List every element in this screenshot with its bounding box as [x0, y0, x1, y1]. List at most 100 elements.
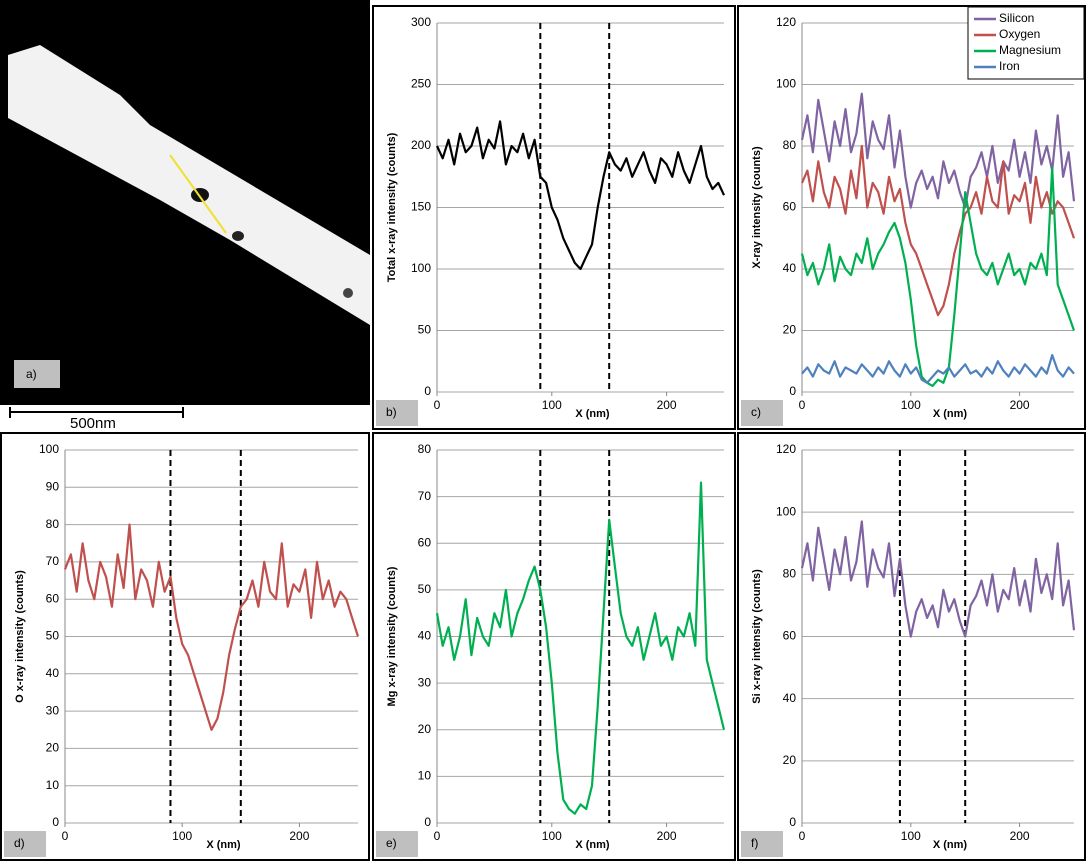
x-tick-label: 200: [289, 829, 309, 843]
x-tick-label: 0: [799, 398, 806, 412]
y-axis-title: O x-ray intensity (counts): [14, 570, 26, 703]
y-tick-label: 0: [789, 815, 796, 829]
x-tick-label: 0: [62, 829, 69, 843]
y-tick-label: 30: [418, 675, 432, 689]
chart-panel: 0 10 20 30 40 50 60 70 80 0 100 200 X (nm) Mg x-ray i…: [372, 432, 736, 861]
series-line: [800, 520, 1076, 638]
y-tick-label: 10: [418, 769, 432, 783]
y-axis-title: Mg x-ray intensity (counts): [386, 566, 398, 706]
y-tick-label: 100: [776, 77, 796, 91]
x-tick-label: 100: [542, 829, 562, 843]
x-axis-title: X (nm): [575, 408, 610, 420]
y-axis-title: Si x-ray intensity (counts): [751, 569, 763, 704]
y-tick-label: 0: [789, 384, 796, 398]
legend-label: Iron: [999, 59, 1020, 73]
x-tick-label: 100: [901, 398, 921, 412]
y-tick-label: 100: [776, 504, 796, 518]
x-tick-label: 200: [657, 398, 677, 412]
series-line: [800, 144, 1076, 317]
panel-frame: [0, 432, 370, 861]
panel-label: c): [751, 405, 761, 419]
series-line: [800, 92, 1076, 209]
y-tick-label: 0: [424, 815, 431, 829]
panel-frame: [372, 5, 736, 430]
y-tick-label: 250: [411, 77, 431, 91]
x-tick-label: 200: [1010, 398, 1030, 412]
panel-label-box: [741, 831, 783, 857]
y-tick-label: 20: [418, 722, 432, 736]
y-tick-label: 100: [411, 261, 431, 275]
void: [232, 231, 244, 241]
y-axis-title: X-ray intensity (counts): [751, 146, 763, 269]
y-tick-label: 150: [411, 200, 431, 214]
y-tick-label: 60: [783, 629, 797, 643]
scale-bar: [9, 407, 184, 418]
panel-label-box: [741, 400, 783, 426]
y-tick-label: 90: [46, 479, 60, 493]
y-tick-label: 0: [52, 815, 59, 829]
x-tick-label: 100: [542, 398, 562, 412]
y-tick-label: 0: [424, 384, 431, 398]
void: [343, 288, 353, 298]
legend-label: Silicon: [999, 11, 1034, 25]
y-tick-label: 30: [46, 703, 60, 717]
series-line: [436, 120, 725, 271]
legend-label: Oxygen: [999, 27, 1040, 41]
x-tick-label: 200: [1010, 829, 1030, 843]
x-tick-label: 200: [657, 829, 677, 843]
y-tick-label: 60: [46, 591, 60, 605]
x-axis-title: X (nm): [206, 839, 241, 851]
x-axis-title: X (nm): [933, 839, 968, 851]
panel-label-box: [376, 831, 418, 857]
x-tick-label: 0: [434, 829, 441, 843]
y-tick-label: 40: [783, 691, 797, 705]
chart-panel: 0 10 20 30 40 50 60 70 80 90 100 0 100 200 X (nm) O x-r…: [0, 432, 370, 861]
chart-panel: 0 20 40 60 80 100 120 0 100 200 X (nm) X-ray intens…: [737, 5, 1086, 430]
fiber: [8, 45, 370, 325]
panel-label-box: [376, 400, 418, 426]
panel-frame: [737, 432, 1086, 861]
y-tick-label: 40: [783, 261, 797, 275]
x-axis-title: X (nm): [933, 408, 968, 420]
y-tick-label: 70: [418, 489, 432, 503]
chart-panel: 0 50 100 150 200 250 300 0 100 200 X (nm) Total x-r…: [372, 5, 736, 430]
series-line: [435, 481, 726, 815]
x-tick-label: 100: [901, 829, 921, 843]
y-tick-label: 200: [411, 138, 431, 152]
x-tick-label: 0: [799, 829, 806, 843]
y-tick-label: 50: [418, 323, 432, 337]
y-tick-label: 80: [418, 442, 432, 456]
y-tick-label: 50: [46, 629, 60, 643]
y-tick-label: 120: [776, 442, 796, 456]
x-axis-title: X (nm): [575, 839, 610, 851]
y-tick-label: 60: [783, 200, 797, 214]
x-tick-label: 100: [172, 829, 192, 843]
y-tick-label: 20: [783, 753, 797, 767]
y-tick-label: 70: [46, 554, 60, 568]
y-tick-label: 20: [46, 741, 60, 755]
void: [191, 188, 209, 202]
y-tick-label: 80: [46, 517, 60, 531]
panel-label-box: [14, 360, 60, 388]
panel-label-box: [4, 831, 46, 857]
panel-label: a): [26, 367, 37, 381]
x-tick-label: 0: [434, 398, 441, 412]
y-tick-label: 60: [418, 535, 432, 549]
y-axis-title: Total x-ray intensity (counts): [386, 132, 398, 282]
legend-label: Magnesium: [999, 43, 1061, 57]
y-tick-label: 80: [783, 138, 797, 152]
y-tick-label: 300: [411, 15, 431, 29]
y-tick-label: 100: [39, 442, 59, 456]
series-line: [800, 166, 1076, 387]
y-tick-label: 80: [783, 567, 797, 581]
y-tick-label: 120: [776, 15, 796, 29]
image-panel: a) 500nm: [0, 0, 370, 432]
scale-bar-label: 500nm: [70, 415, 116, 432]
series-line: [63, 523, 360, 731]
y-tick-label: 50: [418, 582, 432, 596]
y-tick-label: 40: [46, 666, 60, 680]
series-line: [801, 354, 1075, 384]
scan-line: [169, 154, 227, 234]
y-tick-label: 40: [418, 629, 432, 643]
